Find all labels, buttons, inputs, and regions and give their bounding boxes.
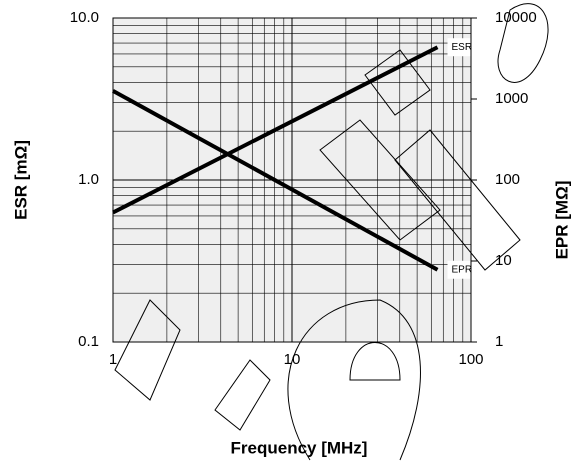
x-tick-label: 100 <box>458 351 483 368</box>
y2-tick-label: 100 <box>495 171 520 188</box>
y-axis-title: ESR [mΩ] <box>11 140 30 220</box>
y2-tick-label: 10000 <box>495 9 537 26</box>
y-tick-label: 10.0 <box>70 9 99 26</box>
y2-tick-label: 1000 <box>495 90 528 107</box>
x-tick-label: 1 <box>109 351 117 368</box>
series-label: ESR <box>452 42 473 53</box>
x-axis-title: Frequency [MHz] <box>231 438 368 457</box>
series-label: EPR <box>452 264 473 275</box>
x-tick-label: 10 <box>284 351 301 368</box>
y2-tick-label: 1 <box>495 333 503 350</box>
series-line <box>112 89 439 272</box>
series-label-box <box>447 260 482 279</box>
grid <box>112 17 472 343</box>
series-line <box>112 45 439 215</box>
y-tick-label: 1.0 <box>78 171 99 188</box>
watermark <box>114 3 549 461</box>
marks: ESR EPR <box>112 38 482 279</box>
y-tick-label: 0.1 <box>78 333 99 350</box>
y2-tick-label: 10 <box>495 252 512 269</box>
series-label-box <box>447 38 482 57</box>
y2-axis-title: EPR [MΩ] <box>552 181 571 260</box>
